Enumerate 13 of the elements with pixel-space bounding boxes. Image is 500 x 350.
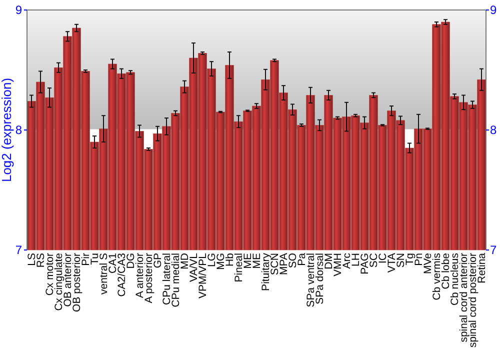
y2-tick-label: 9 xyxy=(490,3,497,18)
x-tick-label: A posterior xyxy=(143,252,156,304)
x-tick-label: RS xyxy=(35,253,48,268)
y-axis-title: Log2 (expression) xyxy=(0,78,14,182)
y-tick-label: 9 xyxy=(15,3,22,18)
x-tick-label: Tg xyxy=(404,252,416,266)
y-tick-label: 7 xyxy=(15,243,22,258)
x-tick-label: MVe xyxy=(422,252,434,274)
y-tick-label: 8 xyxy=(15,123,22,138)
x-tick-label: DG xyxy=(125,253,138,269)
y2-tick-label: 7 xyxy=(490,243,497,258)
y2-tick-label: 8 xyxy=(490,123,497,138)
x-tick-label: OB posterior xyxy=(71,252,84,312)
